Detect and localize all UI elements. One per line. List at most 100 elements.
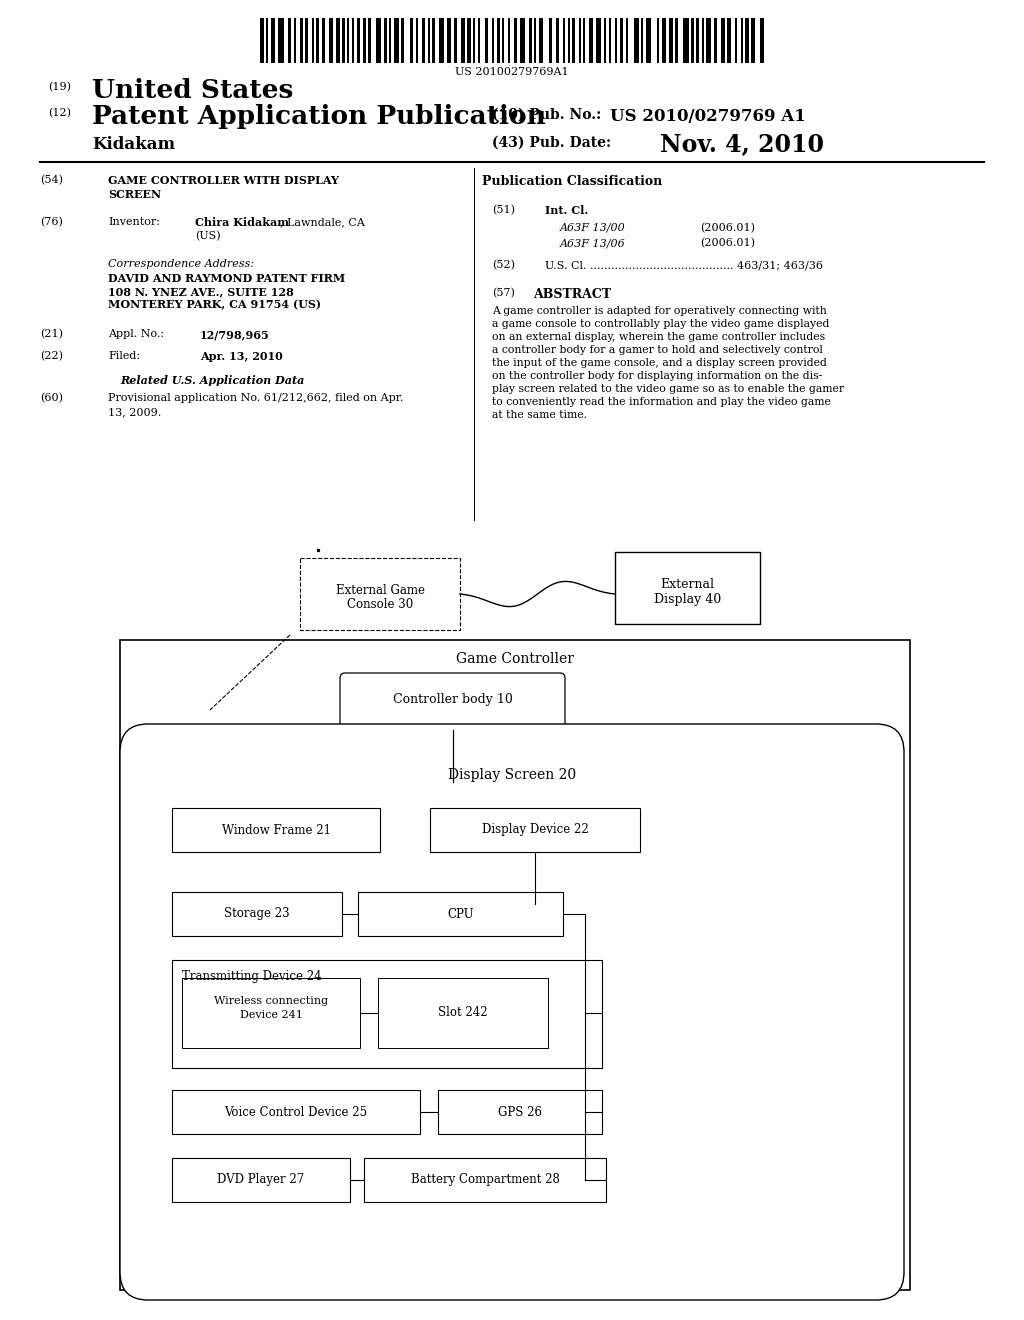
Text: SCREEN: SCREEN bbox=[108, 189, 161, 201]
Bar bbox=[300, 558, 460, 630]
Bar bbox=[378, 978, 548, 1048]
Text: (US): (US) bbox=[195, 231, 220, 242]
Bar bbox=[478, 18, 480, 63]
Text: Inventor:: Inventor: bbox=[108, 216, 160, 227]
Text: Display 40: Display 40 bbox=[654, 593, 721, 606]
Bar bbox=[172, 1158, 350, 1203]
Text: at the same time.: at the same time. bbox=[492, 411, 587, 420]
Bar bbox=[120, 640, 910, 1290]
Text: (52): (52) bbox=[492, 260, 515, 271]
Bar bbox=[615, 18, 617, 63]
Text: play screen related to the video game so as to enable the gamer: play screen related to the video game so… bbox=[492, 384, 844, 393]
FancyBboxPatch shape bbox=[120, 723, 904, 1300]
Text: (76): (76) bbox=[40, 216, 62, 227]
Text: Correspondence Address:: Correspondence Address: bbox=[108, 259, 254, 269]
Bar bbox=[410, 18, 413, 63]
Bar bbox=[589, 18, 593, 63]
Bar bbox=[556, 18, 559, 63]
Bar bbox=[563, 18, 565, 63]
Text: (2006.01): (2006.01) bbox=[700, 238, 755, 248]
Bar bbox=[288, 18, 291, 63]
Text: (60): (60) bbox=[40, 393, 63, 404]
Text: Kidakam: Kidakam bbox=[92, 136, 175, 153]
Text: 108 N. YNEZ AVE., SUITE 128: 108 N. YNEZ AVE., SUITE 128 bbox=[108, 286, 294, 297]
Text: U.S. Cl. ......................................... 463/31; 463/36: U.S. Cl. ...............................… bbox=[545, 260, 823, 271]
Bar bbox=[696, 18, 699, 63]
Bar bbox=[278, 18, 284, 63]
Text: on an external display, wherein the game controller includes: on an external display, wherein the game… bbox=[492, 333, 825, 342]
Bar bbox=[271, 18, 275, 63]
Bar bbox=[322, 18, 325, 63]
Bar bbox=[657, 18, 659, 63]
Text: Device 241: Device 241 bbox=[240, 1010, 302, 1020]
Text: US 2010/0279769 A1: US 2010/0279769 A1 bbox=[610, 108, 806, 125]
Bar bbox=[266, 18, 268, 63]
Bar bbox=[473, 18, 475, 63]
Bar bbox=[428, 18, 430, 63]
Text: ABSTRACT: ABSTRACT bbox=[532, 288, 611, 301]
Text: Controller body 10: Controller body 10 bbox=[392, 693, 512, 705]
Text: , Lawndale, CA: , Lawndale, CA bbox=[280, 216, 365, 227]
Bar bbox=[438, 1090, 602, 1134]
Bar bbox=[172, 1090, 420, 1134]
Bar bbox=[745, 18, 749, 63]
Bar bbox=[568, 18, 570, 63]
Bar bbox=[376, 18, 381, 63]
Bar bbox=[609, 18, 611, 63]
Bar bbox=[508, 18, 510, 63]
Text: External Game: External Game bbox=[336, 583, 425, 597]
Bar bbox=[347, 18, 349, 63]
Text: United States: United States bbox=[92, 78, 293, 103]
Text: Int. Cl.: Int. Cl. bbox=[545, 205, 588, 216]
Text: US 20100279769A1: US 20100279769A1 bbox=[456, 67, 568, 77]
Text: to conveniently read the information and play the video game: to conveniently read the information and… bbox=[492, 397, 830, 407]
Text: the input of the game console, and a display screen provided: the input of the game console, and a dis… bbox=[492, 358, 826, 368]
Bar bbox=[362, 18, 366, 63]
Bar bbox=[529, 18, 532, 63]
FancyBboxPatch shape bbox=[340, 673, 565, 735]
Text: 12/798,965: 12/798,965 bbox=[200, 329, 269, 341]
Text: (2006.01): (2006.01) bbox=[700, 223, 755, 234]
Text: (19): (19) bbox=[48, 82, 71, 92]
Text: Transmitting Device 24: Transmitting Device 24 bbox=[182, 970, 322, 983]
Text: External: External bbox=[660, 578, 715, 591]
Bar bbox=[336, 18, 340, 63]
Bar bbox=[300, 18, 303, 63]
Bar bbox=[741, 18, 743, 63]
Bar bbox=[467, 18, 471, 63]
Bar bbox=[502, 18, 504, 63]
Bar bbox=[439, 18, 444, 63]
Text: Battery Compartment 28: Battery Compartment 28 bbox=[411, 1173, 559, 1187]
Text: Storage 23: Storage 23 bbox=[224, 908, 290, 920]
Bar bbox=[316, 18, 319, 63]
Text: Related U.S. Application Data: Related U.S. Application Data bbox=[120, 375, 304, 385]
Text: Nov. 4, 2010: Nov. 4, 2010 bbox=[660, 132, 824, 156]
Text: (22): (22) bbox=[40, 351, 63, 362]
Text: (10) Pub. No.:: (10) Pub. No.: bbox=[492, 108, 606, 121]
Bar bbox=[634, 18, 639, 63]
Bar bbox=[172, 808, 380, 851]
Bar bbox=[432, 18, 435, 63]
Bar bbox=[485, 18, 488, 63]
Bar bbox=[454, 18, 457, 63]
Bar bbox=[492, 18, 494, 63]
Bar bbox=[260, 18, 264, 63]
Bar bbox=[342, 18, 345, 63]
Bar bbox=[727, 18, 731, 63]
Bar bbox=[447, 18, 451, 63]
Bar bbox=[416, 18, 418, 63]
Bar bbox=[604, 18, 606, 63]
Bar bbox=[669, 18, 673, 63]
Text: Provisional application No. 61/212,662, filed on Apr.: Provisional application No. 61/212,662, … bbox=[108, 393, 403, 403]
Bar bbox=[520, 18, 525, 63]
Text: (51): (51) bbox=[492, 205, 515, 215]
Bar bbox=[646, 18, 651, 63]
Bar bbox=[662, 18, 666, 63]
Text: (54): (54) bbox=[40, 176, 63, 185]
Bar bbox=[401, 18, 404, 63]
Bar bbox=[534, 18, 536, 63]
Bar bbox=[751, 18, 755, 63]
Bar bbox=[358, 892, 563, 936]
Text: A game controller is adapted for operatively connecting with: A game controller is adapted for operati… bbox=[492, 306, 826, 315]
Text: Game Controller: Game Controller bbox=[456, 652, 574, 667]
